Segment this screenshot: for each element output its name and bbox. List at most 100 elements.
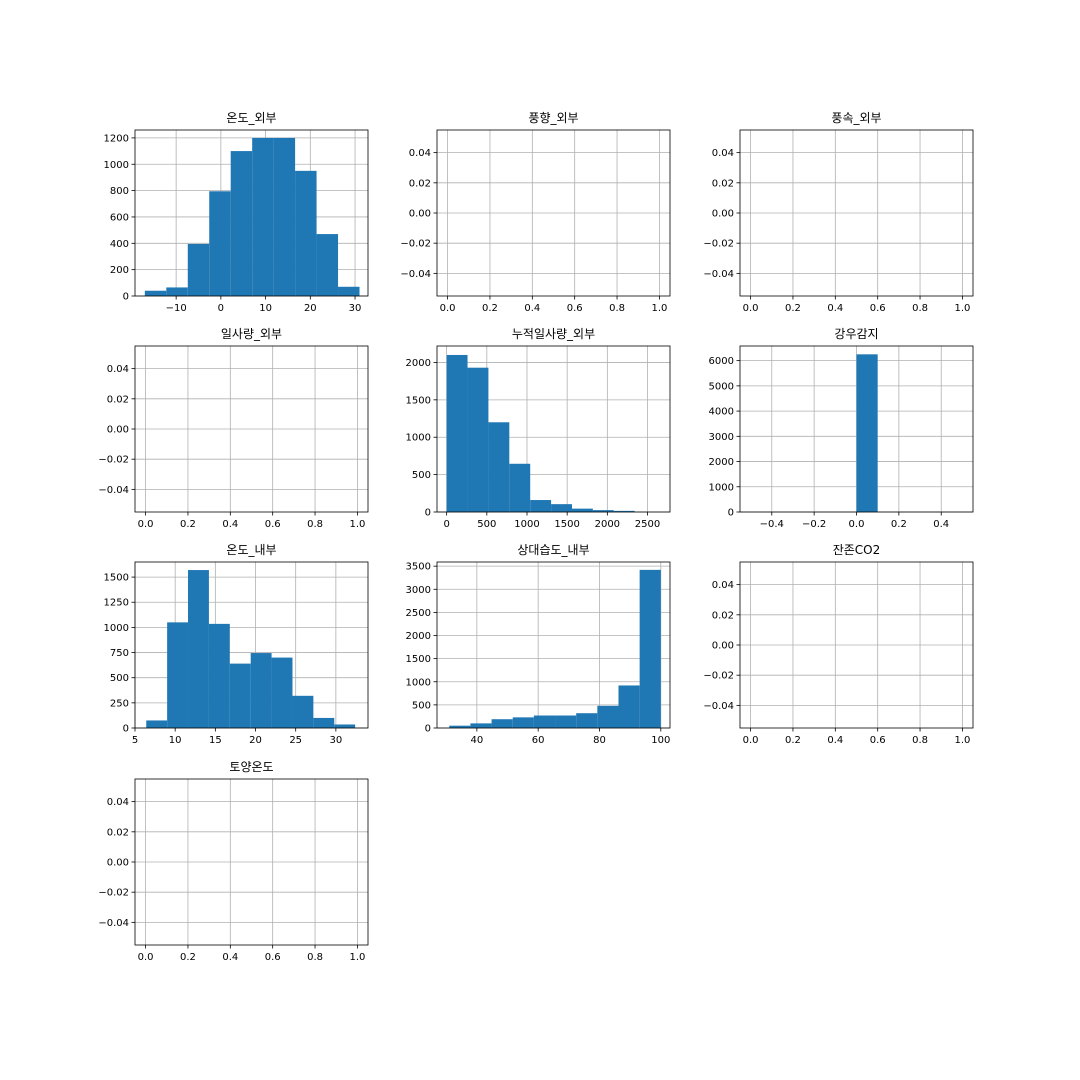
x-tick-label: 25 (289, 735, 302, 746)
histogram-bar (551, 504, 572, 512)
x-tick-label: 1500 (554, 519, 579, 530)
y-tick-label: 4000 (709, 407, 734, 418)
axes-frame (436, 345, 671, 513)
histogram-panel-5: 0 500 1000 1500 2000 2500 0 500 1000 1500 2000 누적일사… (406, 327, 671, 530)
x-tick-label: 0.2 (785, 303, 801, 314)
y-tick-label: 0 (425, 508, 431, 519)
x-tick-label: 10 (169, 735, 182, 746)
x-tick-label: 0.6 (870, 303, 886, 314)
x-tick-label: 1.0 (954, 303, 970, 314)
y-tick-label: 1000 (406, 677, 431, 688)
x-tick-label: 0.4 (827, 735, 843, 746)
histogram-bar (509, 463, 531, 512)
histogram-bar (166, 287, 188, 296)
histogram-panel-8: 40 60 80 1000500100015002000250030003500상대습… (406, 543, 671, 746)
y-tick-label: −0.02 (400, 239, 431, 250)
histogram-bar (530, 500, 552, 512)
x-tick-label: 20 (249, 735, 262, 746)
x-tick-label: 2000 (595, 519, 620, 530)
histogram-bar (571, 508, 593, 512)
y-tick-label: 1200 (104, 133, 129, 144)
y-tick-label: −0.02 (98, 455, 129, 466)
histogram-bar (295, 170, 317, 296)
x-tick-label: 0.2 (180, 952, 196, 963)
x-tick-label: 0.8 (307, 519, 323, 530)
y-tick-label: 1250 (104, 598, 129, 609)
x-tick-label: 1.0 (954, 735, 970, 746)
y-tick-label: 0.00 (107, 425, 129, 436)
y-tick-label: 500 (412, 470, 431, 481)
y-tick-label: 0.04 (107, 364, 129, 375)
histogram-bar (316, 234, 339, 296)
chart-title: 누적일사량_외부 (512, 327, 595, 341)
y-tick-label: 200 (110, 265, 129, 276)
x-tick-label: 1.0 (349, 519, 365, 530)
histogram-bar (271, 657, 293, 728)
x-tick-label: 0.8 (307, 952, 323, 963)
histogram-bar (618, 685, 640, 728)
y-tick-label: 2000 (406, 358, 431, 369)
y-tick-label: 3000 (709, 432, 734, 443)
x-tick-label: 10 (259, 303, 272, 314)
x-tick-label: 0.0 (743, 735, 759, 746)
histogram-bar (576, 713, 598, 728)
histogram-bar (252, 137, 274, 296)
histogram-bar (533, 715, 556, 728)
x-tick-label: 100 (651, 735, 670, 746)
histogram-bar (209, 191, 231, 296)
y-tick-label: 0.04 (107, 797, 129, 808)
x-tick-label: 1000 (514, 519, 539, 530)
y-tick-label: 2500 (406, 608, 431, 619)
histogram-bar (446, 354, 468, 512)
y-tick-label: 1000 (104, 623, 129, 634)
y-tick-label: 0 (123, 724, 129, 735)
x-tick-label: 0.0 (743, 303, 759, 314)
y-tick-label: 0.00 (409, 209, 431, 220)
x-tick-label: 0.8 (609, 303, 625, 314)
y-tick-label: 250 (110, 698, 129, 709)
histogram-bar (856, 354, 878, 512)
x-tick-label: 0.2 (785, 735, 801, 746)
y-tick-label: 2000 (709, 457, 734, 468)
y-tick-label: −0.04 (98, 918, 129, 929)
y-tick-label: 3000 (406, 585, 431, 596)
y-tick-label: 1000 (406, 433, 431, 444)
histogram-bar (146, 720, 168, 728)
y-tick-label: 1000 (104, 160, 129, 171)
y-tick-label: 0 (728, 508, 734, 519)
y-tick-label: 6000 (709, 356, 734, 367)
histogram-bar (592, 510, 614, 512)
histogram-bar (187, 243, 210, 296)
y-tick-label: 0.00 (712, 209, 734, 220)
chart-title: 풍속_외부 (831, 111, 881, 125)
y-tick-label: 0 (123, 292, 129, 303)
histogram-bar (188, 570, 209, 728)
x-tick-label: −10 (166, 303, 187, 314)
x-tick-label: 0.8 (912, 735, 928, 746)
x-tick-label: 0.2 (891, 519, 907, 530)
x-tick-label: 500 (477, 519, 496, 530)
chart-title: 일사량_외부 (221, 327, 282, 341)
x-tick-label: 30 (349, 303, 362, 314)
y-tick-label: 0.02 (409, 178, 431, 189)
histogram-bar (273, 137, 296, 296)
x-tick-label: −0.4 (760, 519, 784, 530)
histogram-bar (208, 623, 230, 728)
x-tick-label: 0.0 (138, 952, 154, 963)
x-tick-label: 0.2 (180, 519, 196, 530)
y-tick-label: 750 (110, 648, 129, 659)
x-tick-label: 0.4 (222, 952, 238, 963)
y-tick-label: 0.02 (712, 610, 734, 621)
x-tick-label: 0 (218, 303, 224, 314)
y-tick-label: 500 (110, 673, 129, 684)
y-tick-label: 0.04 (409, 148, 431, 159)
histogram-panel-7: 5 10 15 20 25 30 0 250 500 750 1000 1250 1500 온도_내부 (104, 543, 369, 746)
histogram-bar (292, 695, 314, 728)
y-tick-label: −0.02 (98, 888, 129, 899)
x-tick-label: −0.2 (802, 519, 826, 530)
axes-frame (134, 561, 369, 729)
x-tick-label: 0.0 (849, 519, 865, 530)
y-tick-label: 0.02 (107, 394, 129, 405)
histogram-panel-6: −0.4 −0.2 0.0 0.2 0.4 0 1000 2000 3000 4000 5000 60… (709, 327, 974, 530)
